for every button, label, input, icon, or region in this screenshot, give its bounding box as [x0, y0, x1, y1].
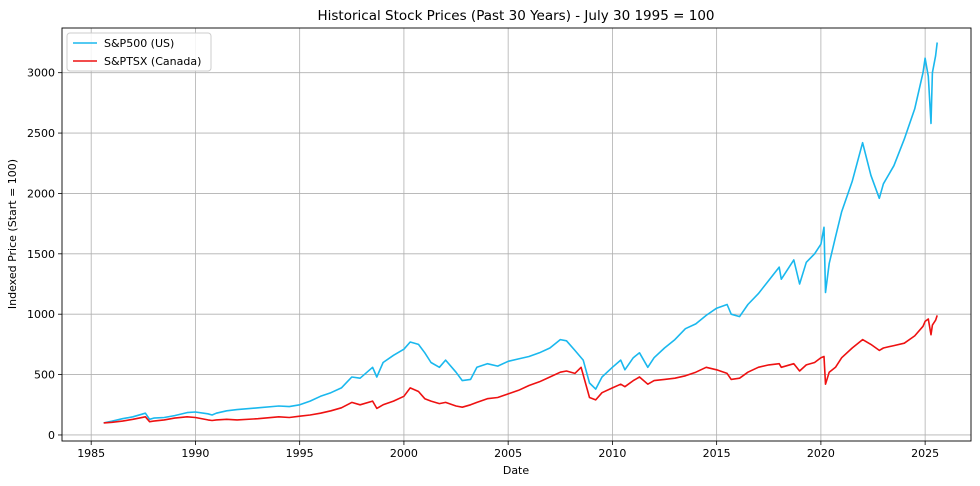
- x-tick-label: 1985: [77, 447, 105, 460]
- series-line-0: [103, 42, 938, 424]
- legend-box: [66, 32, 212, 72]
- series-layer: [103, 42, 938, 424]
- x-tick-label: 2025: [911, 447, 939, 460]
- y-tick-label: 2500: [27, 127, 55, 140]
- legend-label-sptsx: S&PTSX (Canada): [104, 55, 201, 68]
- x-tick-label: 2020: [807, 447, 835, 460]
- y-tick-label: 3000: [27, 67, 55, 80]
- legend: S&P500 (US) S&PTSX (Canada): [66, 32, 212, 72]
- y-tick-label: 2000: [27, 187, 55, 200]
- plot-frame: [61, 27, 972, 442]
- grid-lines: [62, 28, 971, 441]
- y-axis: 0 500 1000 1500 2000 2500 3000: [27, 67, 62, 442]
- x-axis-label: Date: [503, 464, 530, 477]
- x-tick-label: 1990: [181, 447, 209, 460]
- y-tick-label: 1500: [27, 248, 55, 261]
- x-tick-label: 2000: [390, 447, 418, 460]
- x-tick-label: 2005: [494, 447, 522, 460]
- y-axis-label: Indexed Price (Start = 100): [6, 159, 19, 309]
- x-tick-label: 2015: [703, 447, 731, 460]
- x-tick-label: 2010: [598, 447, 626, 460]
- y-tick-label: 0: [48, 429, 55, 442]
- legend-label-sp500: S&P500 (US): [104, 37, 174, 50]
- chart-title: Historical Stock Prices (Past 30 Years) …: [318, 8, 715, 24]
- x-axis: 1985 1990 1995 2000 2005 2010 2015 2020 2025: [77, 441, 939, 460]
- y-tick-label: 1000: [27, 308, 55, 321]
- y-tick-label: 500: [34, 369, 55, 382]
- x-tick-label: 1995: [286, 447, 314, 460]
- series-line-1: [103, 315, 938, 424]
